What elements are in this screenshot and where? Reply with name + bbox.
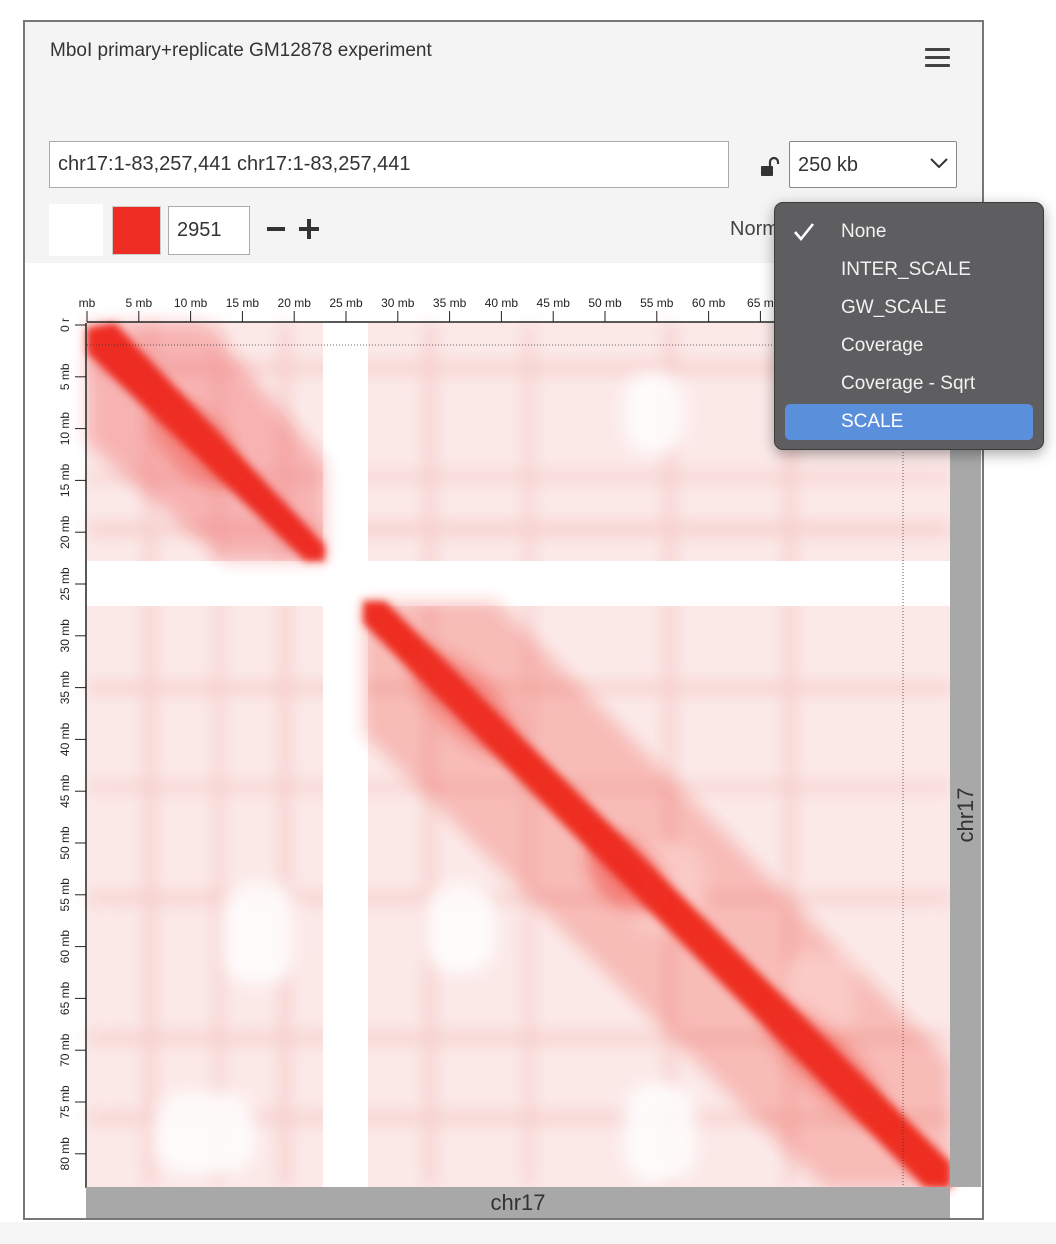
norm-option-coverage-sqrt[interactable]: Coverage - Sqrt (841, 373, 976, 394)
chevron-down-icon (930, 158, 948, 169)
x-ruler-label: 40 mb (485, 296, 519, 310)
x-ruler-label: 55 mb (640, 296, 674, 310)
x-ruler-label: 30 mb (381, 296, 415, 310)
norm-option-coverage[interactable]: Coverage (841, 335, 924, 356)
y-ruler-label: 20 mb (58, 515, 72, 549)
upper-color-swatch[interactable] (112, 206, 161, 255)
y-ruler-label: 15 mb (58, 463, 72, 497)
y-ruler-label: 80 mb (58, 1137, 72, 1171)
x-ruler-label: 45 mb (537, 296, 571, 310)
y-ruler-label: 55 mb (58, 878, 72, 912)
y-ruler-label: 60 mb (58, 930, 72, 964)
y-ruler-label: 30 mb (58, 619, 72, 653)
panel-title: MboI primary+replicate GM12878 experimen… (50, 40, 432, 61)
y-axis-chromosome-bar: chr17 (950, 442, 981, 1187)
resolution-select[interactable]: 250 kb (789, 141, 957, 188)
y-ruler-label: 65 mb (58, 981, 72, 1015)
y-ruler: 0 r 5 mb 10 mb 15 mb 20 mb 25 mb 30 mb 35 mb 40 … (58, 318, 87, 1188)
page-bottom-strip (0, 1222, 1056, 1244)
norm-option-none[interactable]: None (785, 214, 1033, 250)
y-ruler-label: 50 mb (58, 826, 72, 860)
unlock-icon[interactable] (759, 156, 781, 178)
x-ruler-label: mb (79, 296, 96, 310)
lower-color-swatch[interactable] (49, 204, 103, 256)
x-ruler-label: 5 mb (125, 296, 152, 310)
normalization-menu: None INTER_SCALE GW_SCALE Coverage Cover… (774, 202, 1044, 450)
contact-map[interactable]: mb 5 mb 10 mb 15 mb 20 mb 25 mb 30 mb 35 mb 40 m… (25, 263, 982, 1218)
plus-icon[interactable] (299, 219, 319, 239)
resolution-value: 250 kb (798, 154, 859, 176)
locus-input[interactable]: chr17:1-83,257,441 chr17:1-83,257,441 (49, 141, 729, 188)
normalization-label: Norm (730, 218, 779, 240)
norm-option-gw-scale[interactable]: GW_SCALE (841, 297, 947, 318)
x-ruler-label: 20 mb (278, 296, 312, 310)
hic-browser-panel: MboI primary+replicate GM12878 experimen… (23, 20, 984, 1220)
y-ruler-label: 10 mb (58, 412, 72, 446)
y-ruler-label: 70 mb (58, 1033, 72, 1067)
y-ruler-label: 35 mb (58, 671, 72, 705)
norm-option-scale[interactable]: SCALE (785, 404, 1033, 440)
y-ruler-label: 5 mb (58, 363, 72, 390)
heatmap-body (87, 323, 951, 1188)
x-ruler-label: 15 mb (226, 296, 260, 310)
y-ruler-label: 45 mb (58, 774, 72, 808)
norm-option-inter-scale[interactable]: INTER_SCALE (841, 259, 971, 280)
minus-icon[interactable] (267, 227, 285, 231)
x-axis-chromosome-bar: chr17 (86, 1187, 950, 1218)
checkmark-icon (794, 223, 815, 242)
x-ruler-label: 65 m (747, 296, 774, 310)
x-ruler-label: 50 mb (588, 296, 622, 310)
x-ruler-label: 60 mb (692, 296, 726, 310)
y-ruler-label: 40 mb (58, 722, 72, 756)
x-ruler-label: 35 mb (433, 296, 467, 310)
x-ruler: mb 5 mb 10 mb 15 mb 20 mb 25 mb 30 mb 35 mb 40 m… (79, 296, 951, 323)
y-axis-chromosome-label: chr17 (952, 786, 978, 843)
y-ruler-label: 75 mb (58, 1085, 72, 1119)
hamburger-icon[interactable] (923, 46, 953, 70)
x-ruler-label: 10 mb (174, 296, 208, 310)
x-ruler-label: 25 mb (329, 296, 363, 310)
color-scale-input[interactable]: 2951 (168, 206, 250, 255)
y-ruler-label: 0 r (58, 318, 72, 332)
panel-header: MboI primary+replicate GM12878 experimen… (25, 22, 982, 263)
contact-map-area: mb 5 mb 10 mb 15 mb 20 mb 25 mb 30 mb 35 mb 40 m… (25, 263, 982, 1218)
y-ruler-label: 25 mb (58, 567, 72, 601)
